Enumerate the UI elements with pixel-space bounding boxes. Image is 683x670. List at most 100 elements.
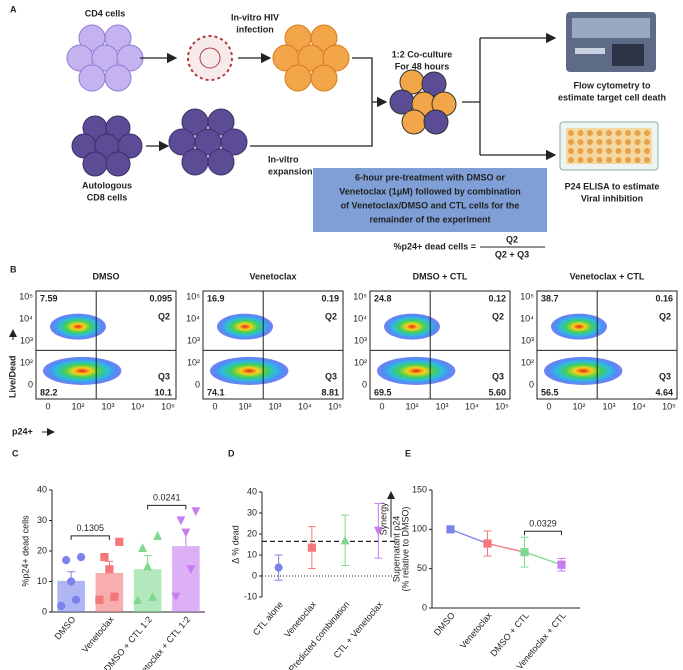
flow-y-tick: 10² — [20, 357, 33, 367]
well — [644, 130, 650, 136]
well — [596, 148, 603, 154]
panel-label: C — [12, 448, 19, 458]
well — [625, 148, 631, 154]
quadrant-value: 82.2 — [40, 387, 58, 397]
cd4-label: CD4 cells — [85, 8, 126, 18]
point — [483, 539, 492, 548]
quadrant-value: 0.16 — [655, 293, 673, 303]
point — [105, 565, 114, 574]
flow-y-tick: 10³ — [20, 335, 33, 345]
y-axis-label: Δ % dead — [230, 525, 240, 564]
quadrant-value: 0.19 — [321, 293, 339, 303]
quadrant-label: Q2 — [158, 311, 170, 321]
point — [176, 516, 186, 526]
point — [138, 543, 148, 553]
flow-title: Venetoclax — [249, 271, 296, 281]
flow-x-tick: 10² — [71, 401, 84, 411]
well — [596, 130, 603, 136]
p-value: 0.0241 — [153, 493, 181, 503]
well — [644, 148, 650, 154]
x-tick-label: Venetoclax — [80, 614, 116, 655]
point — [153, 531, 162, 540]
quadrant-value: 69.5 — [374, 387, 392, 397]
y-tick-label: 20 — [37, 545, 47, 555]
y-axis-label: (% relative to DMSO) — [400, 506, 410, 591]
flow-x-tick: 10² — [572, 401, 585, 411]
flow-y-tick: 10⁵ — [520, 291, 534, 301]
point — [307, 543, 316, 552]
coculture-cluster — [389, 69, 457, 135]
flow-label: Flow cytometry to — [573, 80, 651, 90]
line-segment — [524, 551, 562, 566]
point — [133, 595, 143, 604]
density-lower — [377, 356, 456, 385]
flow-y-tick: 10⁴ — [19, 313, 33, 323]
well — [568, 148, 574, 154]
y-tick-label: 100 — [412, 524, 427, 534]
well — [596, 157, 603, 163]
expanded-cluster — [168, 108, 248, 176]
flow-title: DMSO + CTL — [413, 271, 468, 281]
flow-x-tick: 10³ — [602, 401, 615, 411]
quadrant-value: 0.095 — [149, 293, 172, 303]
infection-label: In-vitro HIV — [231, 12, 279, 22]
y-tick-label: 10 — [247, 549, 257, 559]
cd8-cluster — [71, 115, 143, 177]
density-upper — [551, 313, 607, 340]
formula-lhs: %p24+ dead cells = — [393, 241, 476, 251]
protocol-text: 6-hour pre-treatment with DMSO or — [355, 172, 506, 182]
y-tick-label: 40 — [37, 484, 47, 494]
line-segment — [487, 542, 525, 553]
panel-label: E — [405, 448, 411, 458]
flow-y-tick: 10⁵ — [19, 291, 33, 301]
panel-label: D — [228, 448, 235, 458]
bracket — [524, 530, 562, 536]
point — [95, 595, 104, 604]
quadrant-value: 0.12 — [488, 293, 506, 303]
panel-label: B — [10, 264, 17, 274]
well — [577, 130, 584, 136]
well — [634, 157, 641, 163]
well — [644, 139, 650, 145]
well — [634, 148, 641, 154]
well — [587, 130, 593, 136]
cd8-label: CD8 cells — [87, 192, 128, 202]
flow-y-tick: 10² — [187, 357, 200, 367]
density-upper — [50, 313, 106, 340]
flow-x-tick: 10³ — [101, 401, 114, 411]
quadrant-label: Q3 — [325, 371, 337, 381]
well — [568, 139, 574, 145]
infection-label: infection — [236, 24, 274, 34]
y-axis-label: Supernatant p24 — [391, 516, 401, 583]
density-lower — [42, 356, 122, 385]
density-lower — [210, 356, 289, 385]
y-tick-label: 10 — [37, 576, 47, 586]
point — [191, 507, 201, 517]
flow-cytometer — [566, 12, 656, 72]
point — [62, 556, 71, 565]
density-lower — [544, 356, 623, 385]
y-tick-label: 30 — [247, 507, 257, 517]
quadrant-label: Q2 — [492, 311, 504, 321]
well — [577, 139, 584, 145]
flow-frame — [202, 290, 344, 400]
quadrant-label: Q2 — [659, 311, 671, 321]
x-tick-label: DMSO — [52, 614, 77, 641]
virus — [187, 35, 233, 81]
flow-x-tick: 0 — [212, 401, 217, 411]
y-axis-label: %p24+ dead cells — [20, 515, 30, 587]
y-tick-label: -10 — [244, 591, 257, 601]
point — [446, 525, 455, 534]
flow-x-tick: 10⁵ — [495, 401, 509, 411]
quadrant-label: Q3 — [659, 371, 671, 381]
point — [181, 528, 191, 538]
bar — [172, 546, 200, 612]
quadrant-label: Q2 — [325, 311, 337, 321]
point — [143, 561, 153, 571]
flow-frame — [369, 290, 511, 400]
well — [615, 139, 622, 145]
y-tick-label: 0 — [422, 602, 427, 612]
flow-y-tick: 0 — [362, 379, 367, 389]
flow-x-label: p24+ — [12, 426, 33, 436]
